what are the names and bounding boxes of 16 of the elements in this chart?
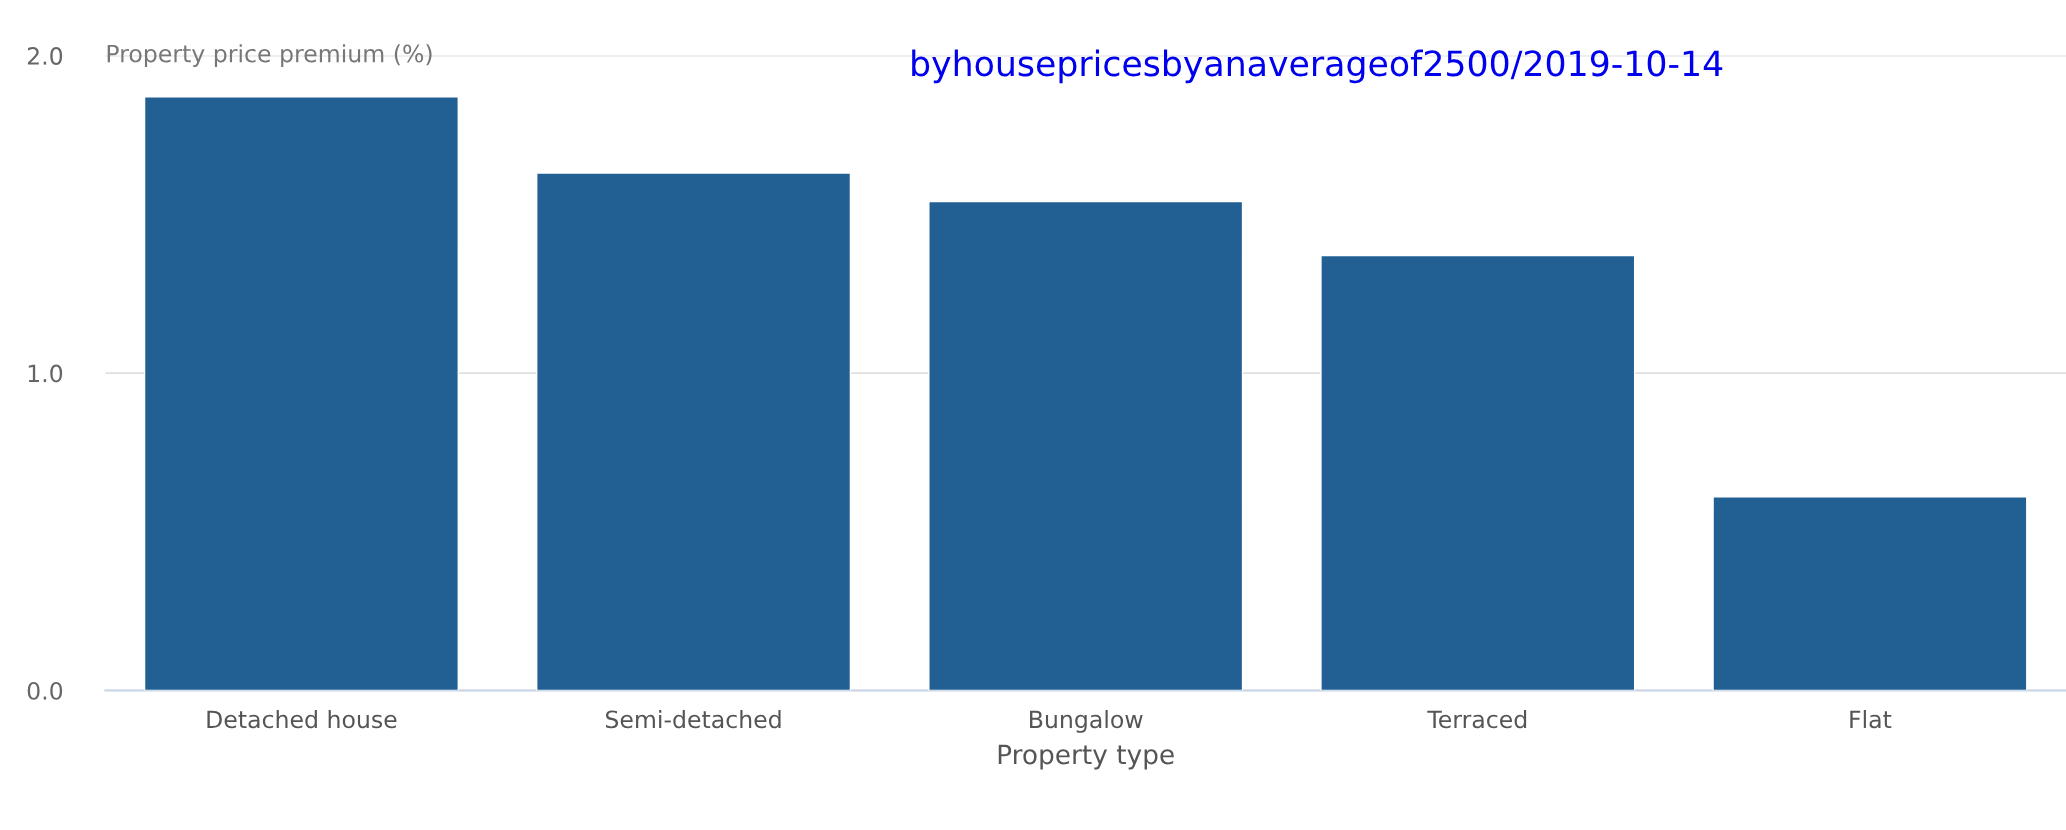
x-tick-label: Semi-detached bbox=[605, 710, 781, 729]
bar bbox=[928, 200, 1244, 691]
x-tick-label: Detached house bbox=[207, 710, 397, 729]
bar bbox=[1320, 254, 1636, 691]
annotation: byhousepricesbyanaverageof2500/2019-10-14 bbox=[912, 49, 1723, 84]
y-tick-label: 2.0 bbox=[27, 47, 63, 65]
x-tick-label: Flat bbox=[1850, 710, 1892, 729]
bar bbox=[536, 172, 852, 691]
bar bbox=[143, 96, 459, 691]
y-axis-title: Property price premium (%) bbox=[107, 44, 432, 68]
x-tick-label: Bungalow bbox=[1030, 710, 1143, 733]
x-axis-title: Property type bbox=[998, 744, 1174, 770]
y-tick-label: 0.0 bbox=[27, 682, 63, 700]
y-tick-label: 1.0 bbox=[28, 364, 63, 383]
x-tick-label: Terraced bbox=[1427, 710, 1527, 729]
bar bbox=[1712, 496, 2028, 691]
